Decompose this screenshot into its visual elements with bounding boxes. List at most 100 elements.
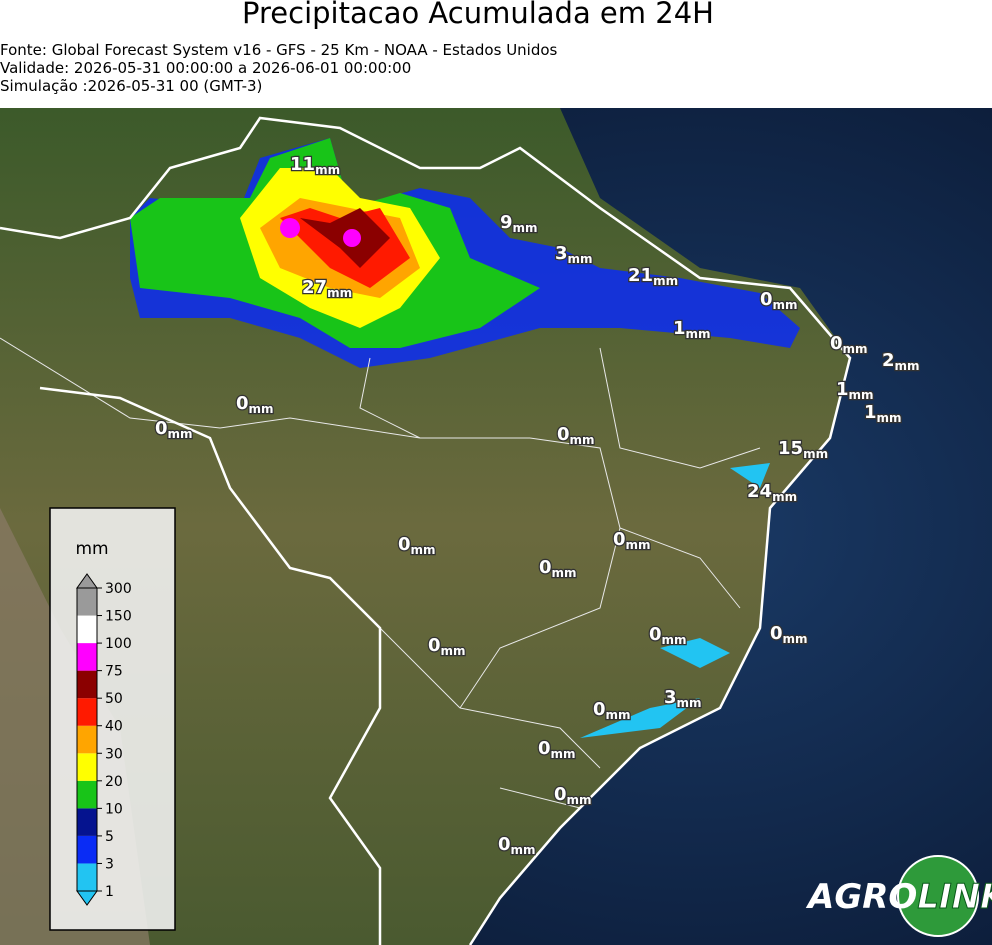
- label-value: 0: [830, 333, 843, 354]
- label-value: 0: [613, 529, 626, 550]
- legend-swatch: [77, 725, 97, 754]
- label-unit: mm: [315, 163, 340, 177]
- label-unit: mm: [606, 708, 631, 722]
- label-value: 1: [836, 379, 849, 400]
- map-label: 24mm: [747, 481, 797, 504]
- legend-swatch: [77, 863, 97, 891]
- label-value: 0: [398, 534, 411, 555]
- title: Precipitacao Acumulada em 24H: [242, 0, 714, 30]
- logo-circle: [897, 855, 979, 937]
- map-label: 11mm: [290, 154, 340, 177]
- map-label: 0mm: [498, 834, 536, 857]
- label-value: 0: [428, 635, 441, 656]
- legend-tick-label: 3: [105, 856, 114, 872]
- label-unit: mm: [803, 447, 828, 461]
- label-value: 0: [557, 424, 570, 445]
- label-unit: mm: [772, 490, 797, 504]
- label-value: 0: [770, 623, 783, 644]
- label-value: 0: [649, 624, 662, 645]
- map-label: 0mm: [649, 624, 687, 647]
- legend-tick-label: 30: [105, 746, 123, 762]
- label-value: 21: [628, 265, 653, 286]
- label-unit: mm: [677, 696, 702, 710]
- label-value: 3: [555, 243, 568, 264]
- legend-frame: [76, 587, 98, 892]
- label-value: 0: [538, 738, 551, 759]
- map-label: 15mm: [778, 438, 828, 461]
- country-border: [39, 386, 382, 945]
- label-unit: mm: [843, 342, 868, 356]
- legend-box: [49, 507, 176, 931]
- map-label: 0mm: [539, 557, 577, 580]
- logo-link: LINK: [917, 877, 992, 917]
- label-unit: mm: [327, 286, 352, 300]
- map-label: 9mm: [500, 212, 538, 235]
- legend-tick-label: 50: [105, 691, 123, 707]
- state-borders: [0, 337, 761, 809]
- legend-swatch: [77, 698, 97, 726]
- label-value: 9: [500, 212, 513, 233]
- map-label: 0mm: [760, 289, 798, 312]
- legend-swatch: [77, 780, 97, 809]
- rain-magenta: [280, 218, 300, 238]
- label-unit: mm: [567, 793, 592, 807]
- label-value: 2: [882, 350, 895, 371]
- map-label: 0mm: [538, 738, 576, 761]
- label-unit: mm: [895, 359, 920, 373]
- map-label: 0mm: [830, 333, 868, 356]
- label-unit: mm: [551, 747, 576, 761]
- label-unit: mm: [783, 632, 808, 646]
- legend-swatch: [77, 615, 97, 644]
- map-label: 3mm: [664, 687, 702, 710]
- label-unit: mm: [877, 411, 902, 425]
- map-label: 0mm: [593, 699, 631, 722]
- validity: Validade: 2026-05-31 00:00:00 a 2026-06-…: [0, 59, 412, 77]
- logo-agro: AGRO: [805, 877, 917, 917]
- map-label: 1mm: [836, 379, 874, 402]
- map-label: 0mm: [236, 393, 274, 416]
- label-unit: mm: [249, 402, 274, 416]
- legend-tick-label: 75: [105, 664, 123, 680]
- label-value: 0: [498, 834, 511, 855]
- map-label: 2mm: [882, 350, 920, 373]
- rain-magenta: [343, 229, 361, 247]
- label-value: 0: [155, 418, 168, 439]
- label-value: 0: [760, 289, 773, 310]
- map-label: 0mm: [155, 418, 193, 441]
- label-unit: mm: [849, 388, 874, 402]
- label-value: 27: [302, 277, 327, 298]
- legend-swatch: [77, 670, 97, 699]
- label-value: 0: [539, 557, 552, 578]
- label-value: 0: [554, 784, 567, 805]
- label-unit: mm: [168, 427, 193, 441]
- legend-swatch: [77, 808, 97, 836]
- legend-tick-label: 1: [105, 884, 114, 900]
- legend-swatch: [77, 835, 97, 864]
- label-unit: mm: [570, 433, 595, 447]
- legend-tick-label: 20: [105, 774, 123, 790]
- logo: AGROLINK: [805, 877, 992, 917]
- legend-tick-label: 5: [105, 829, 114, 845]
- map-label: 0mm: [557, 424, 595, 447]
- label-unit: mm: [626, 538, 651, 552]
- label-unit: mm: [552, 566, 577, 580]
- label-value: 0: [236, 393, 249, 414]
- label-value: 0: [593, 699, 606, 720]
- map-label: 3mm: [555, 243, 593, 266]
- legend-tick-label: 10: [105, 801, 123, 817]
- map-label: 27mm: [302, 277, 352, 300]
- map-label: 1mm: [864, 402, 902, 425]
- label-value: 15: [778, 438, 803, 459]
- label-value: 1: [864, 402, 877, 423]
- simulation: Simulação :2026-05-31 00 (GMT-3): [0, 77, 263, 95]
- label-unit: mm: [686, 327, 711, 341]
- map-label: 0mm: [398, 534, 436, 557]
- country-border: [0, 116, 852, 945]
- map-label: 0mm: [428, 635, 466, 658]
- label-unit: mm: [653, 274, 678, 288]
- label-unit: mm: [773, 298, 798, 312]
- source: Fonte: Global Forecast System v16 - GFS …: [0, 41, 558, 59]
- legend-tick-label: 100: [105, 636, 132, 652]
